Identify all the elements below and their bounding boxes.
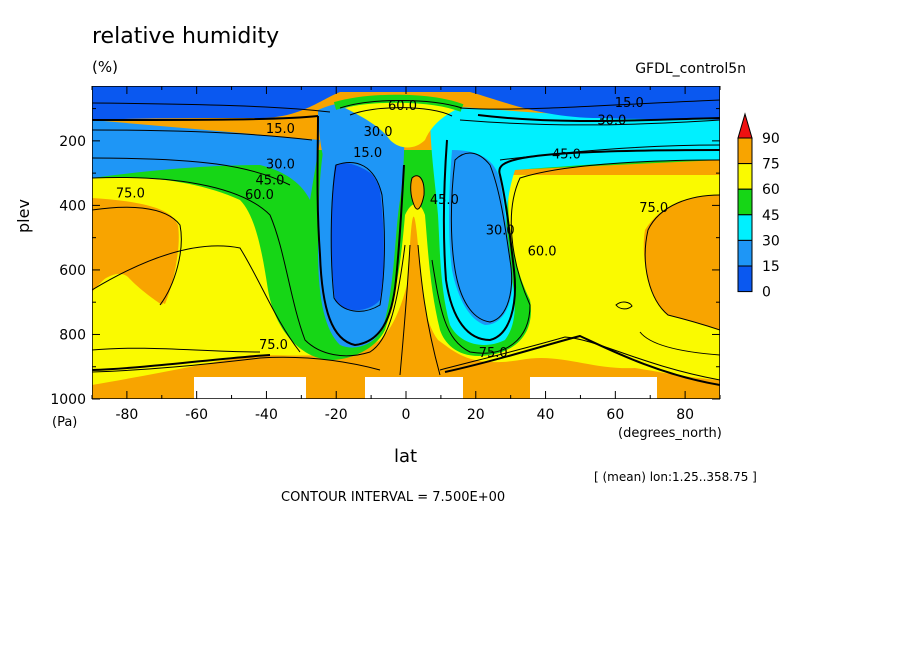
dataset-name: GFDL_control5n [635,61,746,77]
colorbar-swatch [737,239,753,267]
land-block [194,377,306,399]
colorbar-swatch [737,265,753,293]
contour-label: 45.0 [255,173,284,188]
contour-label: 75.0 [479,346,508,361]
colorbar-label: 15 [762,259,780,275]
colorbar-swatch [737,214,753,241]
contour-label: 15.0 [353,146,382,161]
colorbar: 90 75 60 45 30 15 0 [737,112,780,301]
chart-units: (%) [92,58,118,76]
colorbar-label: 75 [762,157,780,173]
contour-label: 45.0 [552,148,581,163]
band-60-75-cap [345,102,455,148]
contour-label: 75.0 [259,338,288,353]
band-45-60 [92,150,720,360]
x-axis: -80 -60 -40 -20 0 20 40 60 80 [91,86,721,423]
colorbar-label: 45 [762,208,780,224]
band-60-75 [92,175,720,385]
contour-label: 15.0 [266,122,295,137]
x-tick-label: 0 [402,407,411,423]
x-tick-label: 20 [467,407,485,423]
band-15-30 [92,120,513,348]
contour-label: 75.0 [639,201,668,216]
colorbar-swatch [737,163,753,190]
y-tick-label: 800 [59,327,86,343]
y-axis-units: (Pa) [52,415,78,430]
band-75-90-patch-east [643,195,720,330]
x-tick-label: 60 [606,407,624,423]
x-tick-label: -20 [325,407,348,423]
contour-label: 60.0 [388,99,417,114]
x-tick-label: -60 [185,407,208,423]
colorbar-label: 60 [762,182,780,198]
band-15-30-center [318,102,384,180]
x-tick-label: 40 [537,407,555,423]
band-0-15-west-tongue [331,163,384,311]
x-axis-units: (degrees_north) [618,426,722,441]
colorbar-label: 30 [762,233,780,249]
y-axis: 200 400 600 800 1000 [50,108,720,408]
contour-label: 75.0 [116,186,145,201]
contour-label: 45.0 [430,193,459,208]
band-75-90-patch [92,198,178,304]
x-tick-label: -40 [255,407,278,423]
subset-note: [ (mean) lon:1.25..358.75 ] [594,470,757,484]
x-axis-label: lat [394,446,418,467]
contour-label: 60.0 [245,188,274,203]
contour-label: 30.0 [486,223,515,238]
colorbar-swatch [737,137,753,165]
contour-label: 30.0 [266,157,295,172]
colorbar-label: 0 [762,285,771,301]
thick-contours [92,114,720,386]
colorbar-label: 90 [762,131,780,147]
contour-interval-note: CONTOUR INTERVAL = 7.500E+00 [281,490,506,505]
x-tick-label: 80 [676,407,694,423]
y-tick-label: 400 [59,198,86,214]
x-tick-label: -80 [115,407,138,423]
colorbar-extend-arrow [737,112,753,139]
band-75-90-spike [410,175,425,210]
land-block [530,377,657,399]
band-0-15 [92,86,720,120]
land-block [365,377,463,399]
colorbar-swatch [737,188,753,216]
contour-label: 60.0 [528,244,557,259]
contour-label: 30.0 [597,114,626,129]
contour-labels: 15.030.045.060.075.075.015.030.060.045.0… [116,96,668,361]
y-tick-label: 1000 [50,392,86,408]
contour-lines [92,99,720,381]
contour-label: 15.0 [615,96,644,111]
plot-area [92,86,720,399]
y-tick-label: 600 [59,263,86,279]
y-tick-label: 200 [59,134,86,150]
contour-label: 30.0 [364,125,393,140]
chart-title: relative humidity [92,24,280,49]
